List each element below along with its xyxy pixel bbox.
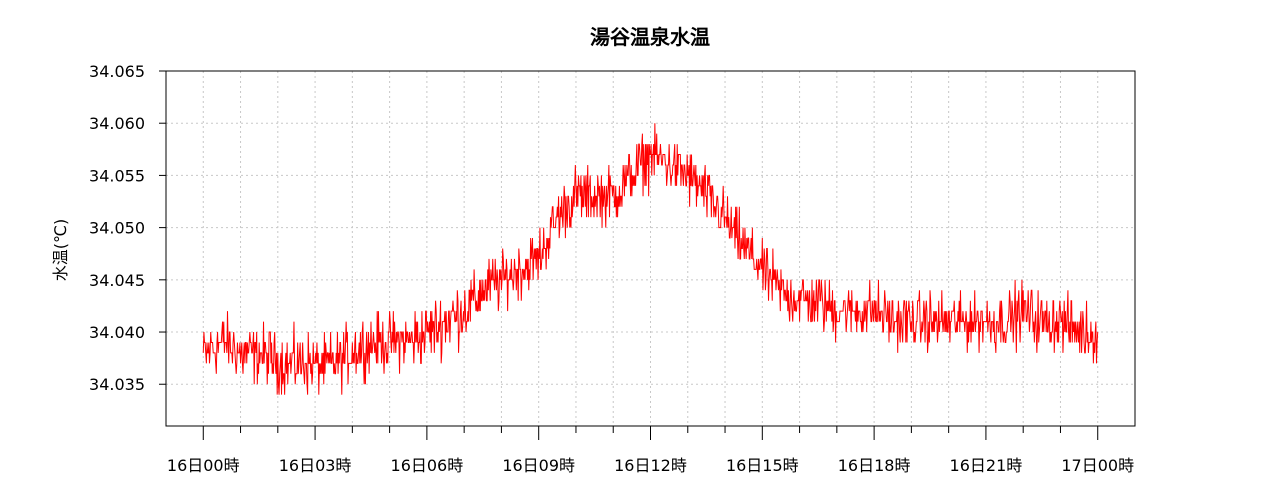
x-tick-label: 16日18時 [838,456,911,475]
x-axis: 16日00時 16日03時 16日06時 16日09時 16日12時 16日15時 16日1… [167,426,1134,475]
y-tick-label: 34.055 [89,166,145,185]
series-line [202,123,1099,395]
y-tick-label: 34.035 [89,375,145,394]
y-tick-label: 34.065 [89,62,145,81]
y-axis-title: 水温(℃) [51,219,70,281]
y-tick-label: 34.060 [89,114,145,133]
x-tick-label: 16日09時 [502,456,575,475]
series-layer [202,123,1099,395]
chart-title: 湯谷温泉水温 [590,25,710,49]
y-tick-label: 34.050 [89,219,145,238]
x-tick-label: 16日03時 [279,456,352,475]
y-axis: 34.035 34.040 34.045 34.050 34.055 34.060 34.0… [89,62,166,394]
x-tick-label: 16日21時 [950,456,1023,475]
x-tick-label: 17日00時 [1061,456,1134,475]
x-tick-label: 16日15時 [726,456,799,475]
x-tick-label: 16日12時 [614,456,687,475]
y-tick-label: 34.045 [89,271,145,290]
y-tick-label: 34.040 [89,323,145,342]
x-tick-label: 16日06時 [391,456,464,475]
x-tick-label: 16日00時 [167,456,240,475]
